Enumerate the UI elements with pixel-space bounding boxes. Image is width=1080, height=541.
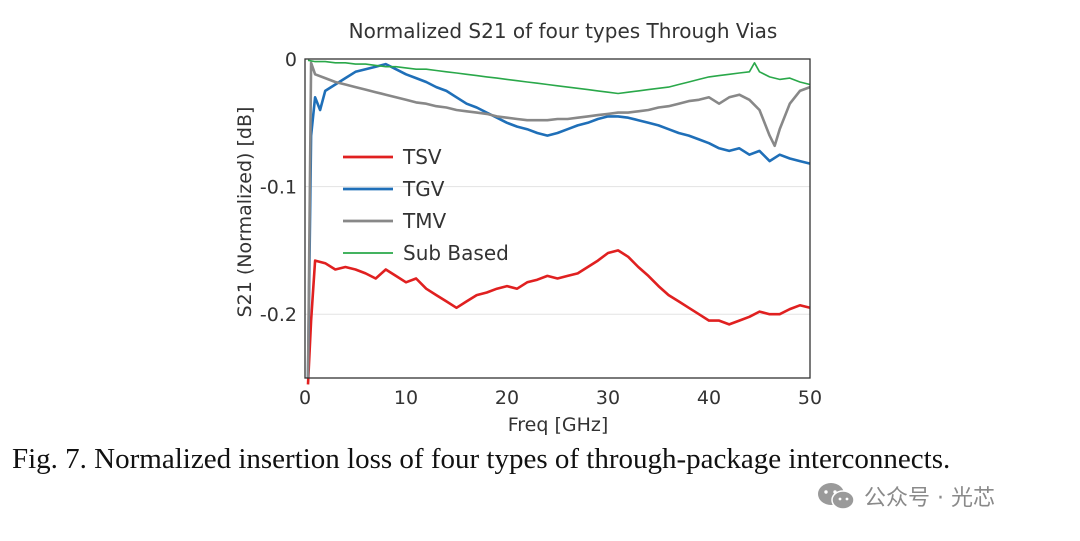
x-tick-label: 10	[394, 387, 418, 409]
x-tick-label: 50	[798, 387, 822, 409]
series-line-tsv	[306, 249, 811, 385]
x-tick-label: 0	[299, 387, 311, 409]
tick-labels: 0 10 20 30 40 50 0 -0.1 -0.2	[260, 49, 822, 409]
series-line-tgv	[306, 62, 811, 379]
x-tick-label: 30	[596, 387, 620, 409]
wechat-icon	[818, 483, 855, 510]
chart-title: Normalized S21 of four types Through Via…	[349, 19, 778, 43]
plot-frame	[304, 58, 811, 379]
chart: Normalized S21 of four types Through Via…	[234, 19, 822, 436]
y-tick-label: -0.1	[260, 177, 297, 199]
y-tick-label: -0.2	[260, 304, 297, 326]
figure-caption: Fig. 7. Normalized insertion loss of fou…	[12, 443, 951, 475]
legend-label: TMV	[402, 209, 446, 233]
legend: TSV TGV TMV Sub Based	[343, 145, 509, 265]
y-tick-label: 0	[285, 49, 297, 71]
legend-label: TSV	[402, 145, 442, 169]
x-tick-label: 40	[697, 387, 721, 409]
x-axis-label: Freq [GHz]	[508, 414, 609, 436]
y-axis-label: S21 (Normalized) [dB]	[234, 107, 256, 318]
x-tick-label: 20	[495, 387, 519, 409]
watermark-text: 公众号 · 光芯	[864, 486, 995, 511]
legend-label: TGV	[402, 177, 445, 201]
series-line-sub-based	[307, 59, 811, 95]
legend-label: Sub Based	[403, 241, 509, 265]
series-group	[306, 59, 811, 385]
watermark: 公众号 · 光芯	[816, 481, 995, 511]
series-line-tmv	[306, 61, 811, 379]
